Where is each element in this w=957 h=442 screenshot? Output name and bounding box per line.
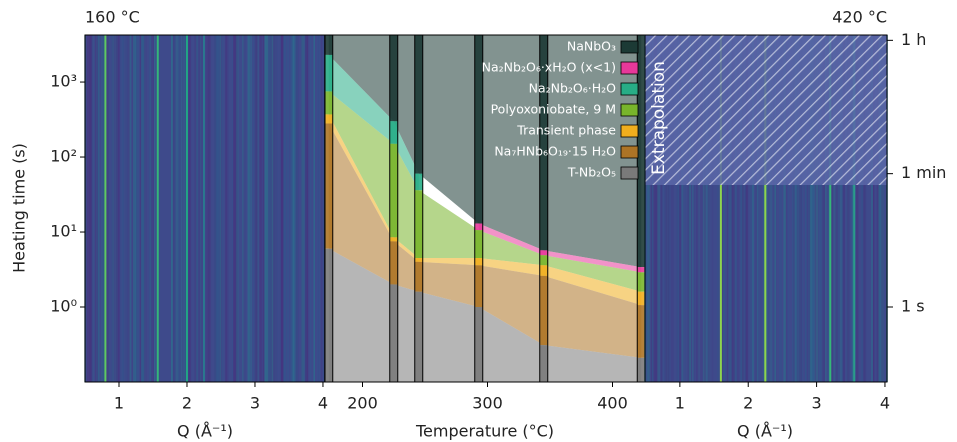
phase-segment [637,35,646,268]
phase-segment [324,35,333,55]
heatmap [644,35,888,382]
x-tick-label: 1 [114,394,124,413]
phase-segment [414,261,423,292]
heatmap [84,35,326,382]
phase-segment [324,91,333,115]
x-tick-label: 2 [743,394,753,413]
legend-swatch [620,166,639,180]
phase-segment [474,230,483,259]
phase-segment [474,307,483,382]
phase-segment [637,305,646,358]
phase-band [328,248,642,382]
x-tick-label: 3 [811,394,821,413]
legend-label: Polyoxoniobate, 9 M [491,102,616,117]
phase-segment [474,35,483,224]
x-label: Temperature (°C) [415,422,554,441]
phase-segment [414,258,423,262]
legend-label: Na₂Nb₂O₆·H₂O [529,81,617,96]
phase-band [328,123,642,358]
phase-segment [414,173,423,191]
phase-segment [637,272,646,292]
phase-band [328,114,642,306]
x-tick-label: 4 [880,394,890,413]
legend-label: T-Nb₂O₅ [567,165,616,180]
phase-band [328,35,642,268]
phase-segment [414,190,423,259]
panel-frame [644,34,888,383]
x-tick-label: 300 [472,394,503,413]
y2-tick-label: 1 s [901,297,925,316]
phase-segment [474,258,483,266]
y-tick-label: 10² [50,147,77,166]
y-tick-label: 10³ [50,72,77,91]
phase-segment [539,250,548,256]
legend-swatch [620,40,639,54]
extrapolation-region [645,35,887,185]
y2-tick-label: 1 min [901,163,946,182]
legend-label: Transient phase [516,123,616,138]
y2-tick-label: 1 h [901,30,926,49]
phase-segment [474,265,483,308]
phase-segment [324,248,333,382]
x-tick-label: 1 [675,394,685,413]
phase-segment [389,241,398,285]
x-label: Q (Å⁻¹) [737,422,793,441]
legend-swatch [620,145,639,159]
phase-segment [389,121,398,144]
phase-segment [637,357,646,382]
x-tick-label: 400 [597,394,628,413]
phase-segment [539,265,548,276]
y-label: Heating time (s) [10,143,29,273]
x-tick-label: 2 [182,394,192,413]
x-tick-label: 4 [318,394,328,413]
phase-segment [389,284,398,382]
legend-swatch [620,82,639,96]
x-tick-label: 3 [250,394,260,413]
phase-segment [539,345,548,382]
legend-swatch [620,103,639,117]
phase-segment [414,291,423,382]
annotation: Extrapolation [649,61,669,175]
legend-label: Na₂Nb₂O₆·xH₂O (x<1) [482,60,616,75]
phase-segment [324,54,333,92]
y-tick-label: 10¹ [50,222,77,241]
phase-segment [539,275,548,346]
phase-segment [539,35,548,251]
legend-swatch [620,124,639,138]
legend-swatch [620,61,639,75]
phase-band [478,223,642,273]
phase-segment [389,143,398,238]
x-tick-label: 200 [347,394,378,413]
phase-segment [637,291,646,306]
legend-label: NaNbO₃ [567,39,616,54]
phase-band [328,91,642,292]
phase-segment [474,223,483,231]
phase-segment [324,114,333,124]
phase-segment [414,35,423,174]
right-title: 420 °C [832,8,887,27]
phase-segment [389,237,398,242]
phase-segment [324,123,333,249]
phase-segment [539,255,548,266]
legend-label: Na₇HNb₆O₁₉·15 H₂O [494,144,616,159]
phase-segment [637,267,646,273]
y-tick-label: 10⁰ [50,297,77,316]
phase-band [328,54,419,191]
phase-segment [389,35,398,122]
left-title: 160 °C [85,8,140,27]
x-label: Q (Å⁻¹) [177,422,233,441]
